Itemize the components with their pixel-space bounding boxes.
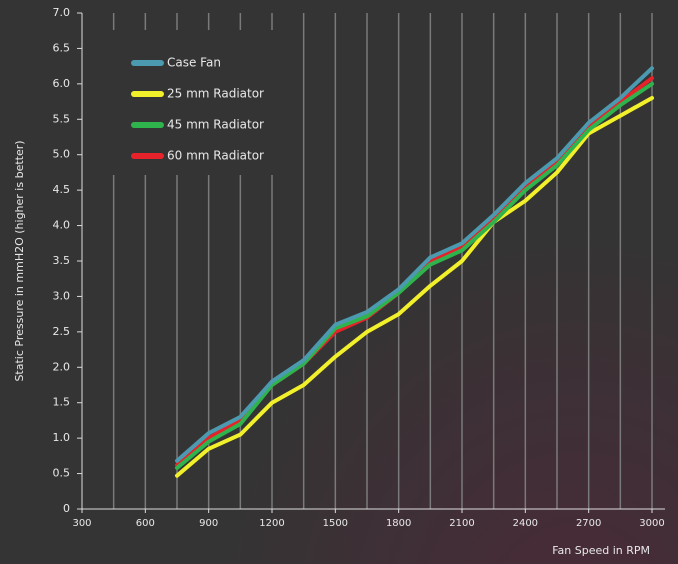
series-line [175,81,654,470]
y-tick-label: 3.5 [53,254,71,267]
legend-label: 25 mm Radiator [167,87,264,101]
x-tick-label: 3000 [639,518,664,529]
y-tick-label: 5.0 [53,148,71,161]
legend-box [100,30,290,175]
legend-label: 45 mm Radiator [167,118,264,132]
y-tick-label: 1.5 [53,396,71,409]
y-tick-label: 6.5 [53,41,71,54]
x-tick-label: 1800 [386,518,411,529]
x-axis-title: Fan Speed in RPM [552,544,650,557]
legend-label: Case Fan [167,56,221,70]
y-tick-label: 3.0 [53,289,71,302]
y-tick-label: 6.0 [53,77,71,90]
x-tick-label: 300 [72,518,91,529]
legend-label: 60 mm Radiator [167,149,264,163]
x-tick-label: 1200 [259,518,284,529]
x-tick-label: 600 [136,518,155,529]
y-tick-label: 4.0 [53,219,71,232]
x-tick-label: 2700 [576,518,601,529]
y-tick-label: 4.5 [53,183,71,196]
y-tick-label: 0.5 [53,467,71,480]
series-line [175,66,654,463]
y-tick-label: 2.5 [53,325,71,338]
y-tick-label: 5.5 [53,112,71,125]
y-tick-label: 0 [63,502,70,515]
y-axis-title: Static Pressure in mmH2O (higher is bett… [13,140,26,381]
y-tick-label: 2.0 [53,360,71,373]
y-tick-label: 1.0 [53,431,71,444]
y-tick-label: 7.0 [53,6,71,19]
x-tick-label: 1500 [323,518,348,529]
series-line [175,96,654,478]
x-tick-label: 2400 [513,518,538,529]
x-tick-label: 900 [199,518,218,529]
x-tick-label: 2100 [449,518,474,529]
